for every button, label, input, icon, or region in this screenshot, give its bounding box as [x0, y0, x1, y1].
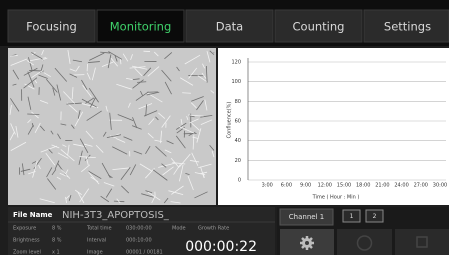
- y-tick-label: 100: [231, 79, 241, 85]
- channel-number: 2: [373, 213, 377, 220]
- y-axis-label: Confluence(%): [227, 102, 233, 139]
- info-label: Brightness: [13, 238, 40, 244]
- timer: 000:00:22: [185, 239, 257, 255]
- tab-label: Monitoring: [110, 20, 172, 34]
- channel-number: 1: [350, 213, 354, 220]
- info-label: Zoom level: [13, 250, 41, 255]
- y-tick-label: 0: [238, 178, 241, 184]
- tab-label: Focusing: [26, 20, 77, 34]
- page: {"tabs": ["Focusing", "Monitoring", "Dat…: [0, 0, 449, 255]
- file-name: NIH-3T3_APOPTOSIS_: [62, 210, 170, 221]
- y-tick-label: 60: [235, 119, 241, 125]
- x-tick-label: 9:00: [300, 183, 311, 189]
- file-name-label: File Name: [13, 211, 53, 219]
- microscope-image: [8, 48, 216, 205]
- y-tick-label: 80: [235, 99, 241, 105]
- info-value: x 1: [52, 250, 60, 255]
- cell: [182, 93, 191, 94]
- tab-label: Settings: [384, 20, 431, 34]
- info-value: 8 %: [52, 238, 62, 244]
- info-value: 8 %: [52, 226, 62, 232]
- record-button[interactable]: [337, 229, 392, 255]
- info-label: Image: [87, 250, 103, 255]
- x-tick-label: 6:00: [281, 183, 292, 189]
- info-label: Exposure: [13, 226, 36, 232]
- stop-button[interactable]: [395, 229, 449, 255]
- x-tick-label: 3:00: [262, 183, 273, 189]
- tab-label: Counting: [293, 20, 345, 34]
- info-value: 000:10:00: [126, 238, 152, 244]
- x-tick-label: 12:00: [318, 183, 332, 189]
- channel-label: Channel 1: [289, 213, 324, 221]
- x-tick-label: 30:00: [433, 183, 447, 189]
- screen: Focusing Monitoring Data Counting Settings 0…: [0, 0, 449, 255]
- tab-label: Data: [216, 20, 243, 34]
- info-value: Growth Rate: [198, 226, 229, 232]
- x-tick-label: 18:00: [356, 183, 370, 189]
- y-tick-label: 40: [235, 138, 241, 144]
- info-value: 030:00:00: [126, 226, 152, 232]
- y-tick-label: 20: [235, 158, 241, 164]
- y-tick-label: 120: [231, 60, 241, 66]
- x-tick-label: 24:00: [394, 183, 408, 189]
- info-value: 00001 / 00181: [126, 250, 163, 255]
- info-label: Mode: [172, 226, 186, 232]
- info-label: Interval: [87, 238, 106, 244]
- x-axis-label: Time ( Hour : Min ): [312, 195, 360, 201]
- x-tick-label: 15:00: [337, 183, 351, 189]
- gear-icon: [300, 236, 314, 250]
- x-tick-label: 27:00: [414, 183, 428, 189]
- x-tick-label: 21:00: [375, 183, 389, 189]
- info-label: Total time: [86, 226, 112, 232]
- chart-panel: [218, 48, 449, 205]
